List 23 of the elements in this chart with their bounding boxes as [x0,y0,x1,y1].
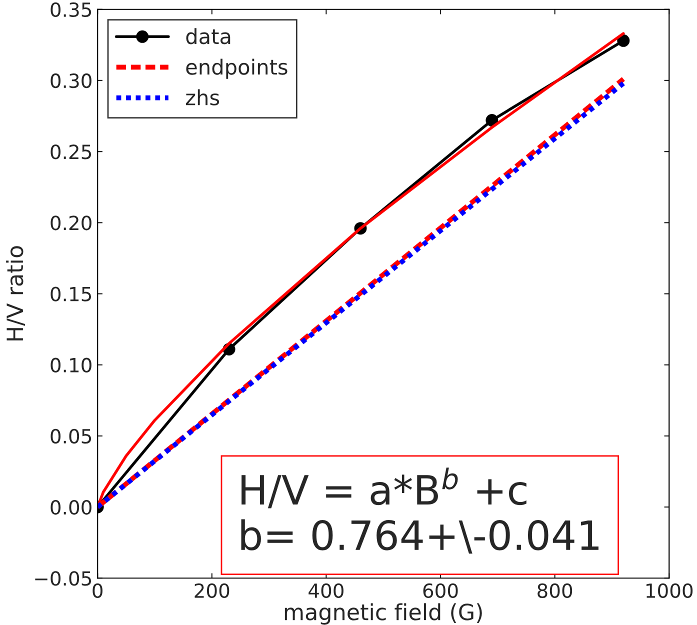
y-tick-label: 0.05 [50,428,92,444]
x-tick-label: 800 [538,583,572,598]
legend-label: data [186,28,230,44]
x-tick-label: 200 [194,583,230,598]
y-tick-label: 0.00 [50,500,92,515]
legend-label: endpoints [186,58,288,79]
x-tick-label: 400 [308,583,344,598]
y-tick-label: 0.10 [50,358,92,373]
legend-label: zhs [186,89,220,106]
point [617,34,630,47]
y-tick-label: 0.15 [50,286,92,302]
x-tick-label: 600 [423,583,458,598]
x-tick-label: 1000 [646,583,693,598]
y-tick-label: 0.35 [50,2,92,18]
point [486,114,498,127]
x-axis-title: magnetic field (G) [284,603,482,625]
y-tick-label: 0.20 [50,216,92,230]
y-axis-title: H/V ratio [6,246,26,340]
annotation: H/V = a*B$^{b}$ +c b= 0.764+\-0.041 [241,468,598,554]
y-tick-label: −0.05 [35,571,92,586]
y-tick-label: 0.30 [50,73,92,88]
x-tick-label: 0 [92,583,102,598]
y-tick-label: 0.25 [50,144,92,160]
